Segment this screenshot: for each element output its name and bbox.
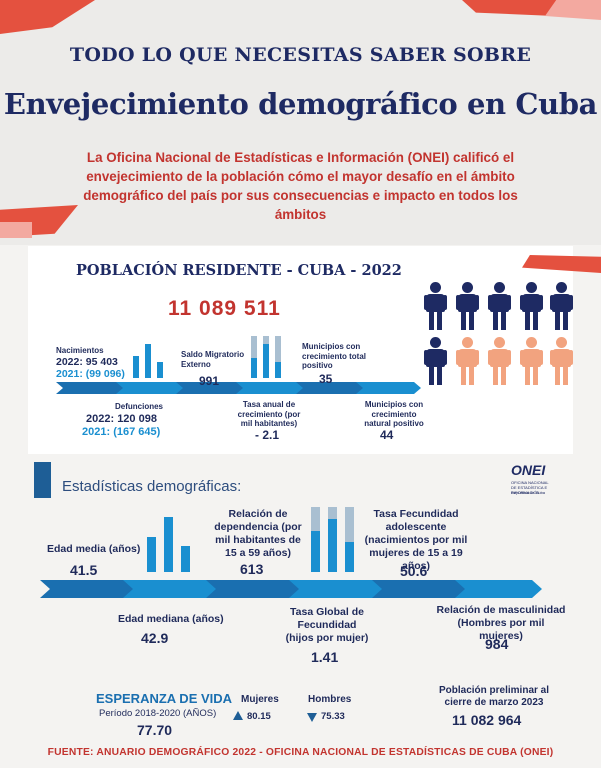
life-value: 77.70 bbox=[137, 722, 173, 738]
person-icon bbox=[424, 337, 447, 385]
defunciones-label: Defunciones bbox=[115, 402, 164, 411]
defunciones-2022: 2022: 120 098 bbox=[86, 413, 157, 425]
chart-bar bbox=[275, 362, 281, 378]
chart-bar bbox=[147, 537, 156, 572]
person-icon bbox=[520, 282, 543, 330]
people-icon-grid bbox=[424, 282, 574, 387]
arrow-up-icon bbox=[233, 711, 243, 720]
timeline-arrow bbox=[372, 580, 467, 598]
nacimientos-label: Nacimientos bbox=[56, 346, 104, 355]
kicker-title: TODO LO QUE NECESITAS SABER SOBRE bbox=[69, 44, 532, 66]
chart-bar-bg bbox=[251, 336, 257, 378]
edad-mediana-value: 42.9 bbox=[141, 630, 169, 646]
chart-bar bbox=[145, 344, 151, 378]
timeline-arrow bbox=[123, 580, 218, 598]
nacimientos-2021: 2021: (99 096) bbox=[56, 368, 125, 380]
chart-bar bbox=[164, 517, 173, 572]
header-background bbox=[0, 0, 601, 245]
mujeres-value: 80.15 bbox=[247, 711, 271, 722]
mujeres-label: Mujeres bbox=[241, 694, 279, 705]
saldo-value: 991 bbox=[199, 374, 220, 388]
onei-logo-name: ONEI bbox=[511, 462, 546, 478]
timeline-arrow bbox=[206, 580, 301, 598]
person-icon bbox=[424, 282, 447, 330]
chart-bar bbox=[157, 362, 163, 378]
timeline-arrow bbox=[296, 382, 365, 394]
tasa-label: Tasa anual de crecimiento (por mil habit… bbox=[237, 400, 301, 428]
population-panel bbox=[28, 246, 573, 454]
prelim-label: Población preliminar al cierre de marzo … bbox=[438, 685, 550, 708]
mun-natural-label: Municipios con crecimiento natural posit… bbox=[364, 400, 424, 428]
person-icon bbox=[456, 282, 479, 330]
mun-total-value: 35 bbox=[319, 372, 333, 386]
onei-logo: ONEI OFICINA NACIONAL DE ESTADÍSTICA E I… bbox=[497, 462, 571, 500]
fecundidad-global-value: 1.41 bbox=[311, 649, 339, 665]
person-icon bbox=[550, 282, 573, 330]
chart-bar bbox=[311, 531, 320, 572]
chart-bar bbox=[251, 358, 257, 378]
saldo-label: Saldo Migratorio Externo bbox=[181, 350, 245, 369]
footer-source: FUENTE: ANUARIO DEMOGRÁFICO 2022 - OFICI… bbox=[47, 747, 554, 758]
timeline-arrow bbox=[56, 382, 125, 394]
dependencia-label: Relación de dependencia (por mil habitan… bbox=[214, 508, 302, 559]
masculinidad-label: Relación de masculinidad (Hombres por mi… bbox=[436, 604, 566, 642]
main-title: Envejecimiento demográfico en Cuba bbox=[3, 87, 598, 121]
timeline-arrow bbox=[40, 580, 135, 598]
life-title: ESPERANZA DE VIDA bbox=[96, 691, 233, 706]
chart-bar bbox=[345, 542, 354, 572]
person-icon bbox=[456, 337, 479, 385]
edad-mediana-label: Edad mediana (años) bbox=[118, 613, 224, 625]
population-title: POBLACIÓN RESIDENTE - CUBA - 2022 bbox=[76, 262, 402, 279]
timeline-arrow bbox=[116, 382, 185, 394]
mun-natural-value: 44 bbox=[380, 428, 394, 442]
person-icon bbox=[520, 337, 543, 385]
person-icon bbox=[550, 337, 573, 385]
fecundidad-adol-value: 50.6 bbox=[400, 563, 428, 579]
timeline-arrow bbox=[176, 382, 245, 394]
tasa-value: - 2.1 bbox=[255, 428, 280, 442]
arrow-down-icon bbox=[307, 713, 317, 722]
person-icon bbox=[488, 282, 511, 330]
fecundidad-adol-label: Tasa Fecundidad adolescente (nacimientos… bbox=[364, 508, 468, 572]
hombres-label: Hombres bbox=[308, 694, 352, 705]
timeline-arrow bbox=[289, 580, 384, 598]
edad-media-value: 41.5 bbox=[70, 562, 98, 578]
mun-total-label: Municipios con crecimiento total positiv… bbox=[302, 342, 367, 370]
chart-bar bbox=[263, 344, 269, 378]
population-total: 11 089 511 bbox=[168, 297, 281, 320]
person-icon bbox=[488, 337, 511, 385]
brush-stroke-mid-right bbox=[522, 255, 601, 273]
chart-bar bbox=[133, 356, 139, 378]
masculinidad-value: 984 bbox=[485, 636, 509, 652]
onei-logo-sub3: República de Cuba bbox=[511, 490, 546, 495]
timeline-arrow bbox=[236, 382, 305, 394]
stats-timeline bbox=[40, 580, 542, 598]
chart-bar-bg bbox=[275, 336, 281, 378]
fecundidad-global-label: Tasa Global de Fecundidad (hijos por muj… bbox=[285, 606, 369, 644]
population-timeline bbox=[56, 382, 421, 394]
timeline-arrow bbox=[356, 382, 421, 394]
brush-stroke-right-pink bbox=[545, 0, 601, 20]
dependencia-value: 613 bbox=[240, 561, 264, 577]
defunciones-2021: 2021: (167 645) bbox=[82, 426, 161, 438]
prelim-value: 11 082 964 bbox=[452, 712, 522, 728]
brush-stroke-left-pink bbox=[0, 222, 32, 238]
life-period: Período 2018-2020 (AÑOS) bbox=[99, 708, 217, 719]
section-marker bbox=[34, 462, 51, 498]
chart-bar-bg bbox=[345, 507, 354, 572]
intro-text: La Oficina Nacional de Estadísticas e In… bbox=[83, 150, 518, 222]
onei-logo-sub2: DE ESTADÍSTICA E INFORMACIÓN bbox=[511, 485, 548, 495]
chart-bar bbox=[328, 519, 337, 572]
chart-bar bbox=[181, 546, 190, 572]
edad-media-label: Edad media (años) bbox=[47, 543, 141, 555]
onei-logo-sub1: OFICINA NACIONAL bbox=[511, 480, 549, 485]
hombres-value: 75.33 bbox=[321, 711, 345, 722]
nacimientos-2022: 2022: 95 403 bbox=[56, 356, 118, 368]
stats-title: Estadísticas demográficas: bbox=[62, 478, 242, 495]
timeline-arrow bbox=[455, 580, 542, 598]
